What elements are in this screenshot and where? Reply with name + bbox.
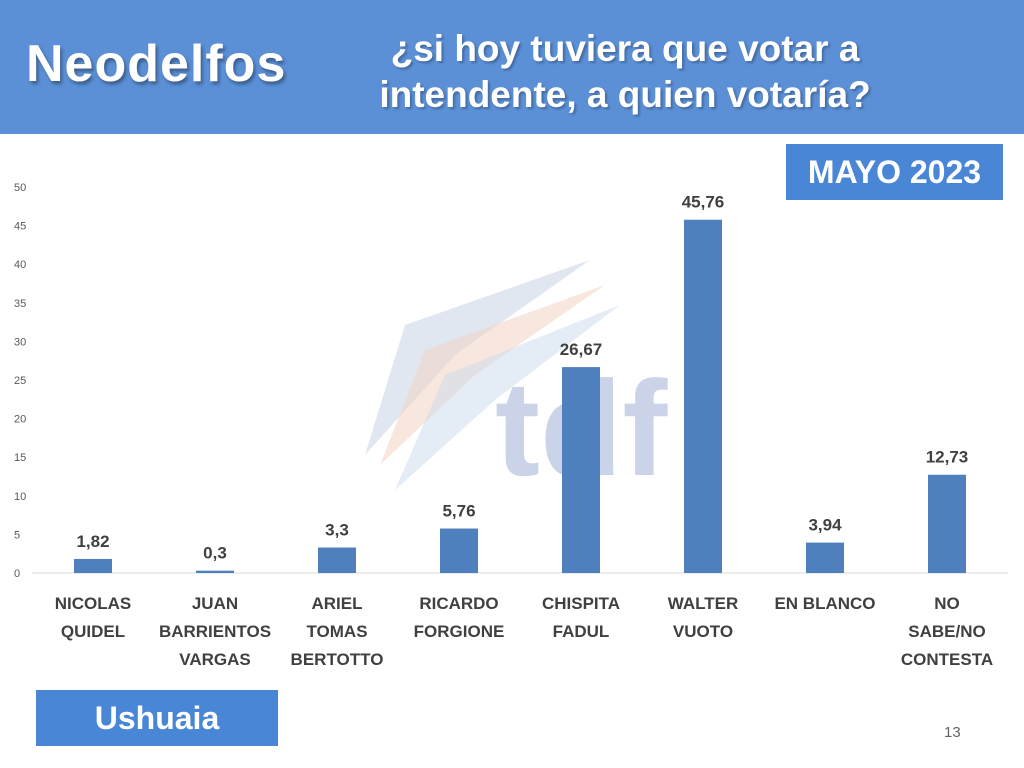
bar xyxy=(806,542,844,573)
data-label: 3,3 xyxy=(325,521,349,540)
category-label: TOMAS xyxy=(306,622,367,641)
y-tick-label: 20 xyxy=(14,414,26,426)
data-label: 5,76 xyxy=(442,502,475,521)
bars-group xyxy=(74,219,966,574)
y-tick-label: 5 xyxy=(14,529,20,541)
category-label: NO xyxy=(934,594,960,613)
category-label: VUOTO xyxy=(673,622,733,641)
bar xyxy=(562,367,600,573)
brand-title: Neodelfos xyxy=(26,35,287,93)
y-tick-label: 25 xyxy=(14,375,26,387)
bar xyxy=(928,474,966,573)
date-badge: MAYO 2023 xyxy=(786,144,1003,200)
category-label: QUIDEL xyxy=(61,622,125,641)
y-tick-label: 45 xyxy=(14,221,26,233)
y-tick-label: 35 xyxy=(14,298,26,310)
category-label: CONTESTA xyxy=(901,650,993,669)
city-badge: Ushuaia xyxy=(36,690,278,746)
y-tick-label: 15 xyxy=(14,452,26,464)
category-labels-group: NICOLAS QUIDEL JUAN BARRIENTOS VARGAS ARIEL TO… xyxy=(55,594,993,669)
category-label: NICOLAS xyxy=(55,594,132,613)
data-label: 1,82 xyxy=(76,532,109,551)
bar xyxy=(74,558,112,573)
bar xyxy=(684,219,722,574)
y-tick-label: 30 xyxy=(14,336,26,348)
chart-question: ¿si hoy tuviera que votar a intendente, … xyxy=(345,26,905,118)
data-label: 45,76 xyxy=(682,193,725,212)
y-tick-label: 40 xyxy=(14,259,26,271)
value-labels-group: 1,82 0,3 3,3 5,76 26,67 45,76 3,94 12,73 xyxy=(76,193,968,563)
data-label: 12,73 xyxy=(926,448,969,467)
question-line-2: intendente, a quien votaría? xyxy=(379,74,871,115)
category-label: ARIEL xyxy=(312,594,363,613)
category-label: SABE/NO xyxy=(908,622,985,641)
bar xyxy=(196,570,234,573)
category-label: CHISPITA xyxy=(542,594,620,613)
data-label: 0,3 xyxy=(203,544,227,563)
category-label: WALTER xyxy=(668,594,739,613)
category-label: FADUL xyxy=(553,622,610,641)
y-tick-label: 0 xyxy=(14,568,20,580)
page-number: 13 xyxy=(944,724,961,741)
question-line-1: ¿si hoy tuviera que votar a xyxy=(390,28,860,69)
category-label: EN BLANCO xyxy=(774,594,875,613)
y-tick-label: 10 xyxy=(14,491,26,503)
category-label: FORGIONE xyxy=(414,622,505,641)
watermark-stroke-blue xyxy=(365,260,590,455)
y-axis: 0 5 10 15 20 25 30 35 40 45 50 xyxy=(14,182,26,580)
header-banner: Neodelfos ¿si hoy tuviera que votar a in… xyxy=(0,0,1024,134)
watermark-stroke-lightblue xyxy=(395,305,620,490)
bar xyxy=(318,547,356,573)
data-label: 26,67 xyxy=(560,340,603,359)
category-label: JUAN xyxy=(192,594,238,613)
category-label: RICARDO xyxy=(419,594,498,613)
y-tick-label: 50 xyxy=(14,182,26,194)
category-label: BERTOTTO xyxy=(291,650,384,669)
data-label: 3,94 xyxy=(808,516,842,535)
category-label: VARGAS xyxy=(179,650,250,669)
bar xyxy=(440,528,478,573)
category-label: BARRIENTOS xyxy=(159,622,271,641)
watermark-stroke-orange xyxy=(380,285,605,465)
